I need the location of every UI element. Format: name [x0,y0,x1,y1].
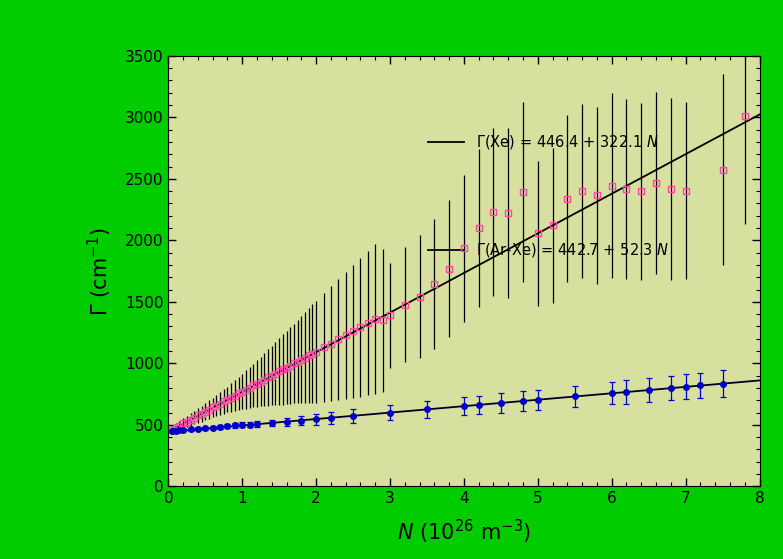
Text: $\mathit{\Gamma}$(Ar-Xe) = 442.7 + 52.3 $\mathit{N}$: $\mathit{\Gamma}$(Ar-Xe) = 442.7 + 52.3 … [476,240,669,259]
Y-axis label: $\mathit{\Gamma}\ (\mathrm{cm}^{-1})$: $\mathit{\Gamma}\ (\mathrm{cm}^{-1})$ [85,226,114,316]
Text: $\mathit{\Gamma}$(Xe) = 446.4 + 322.1 $\mathit{N}$: $\mathit{\Gamma}$(Xe) = 446.4 + 322.1 $\… [476,133,659,151]
X-axis label: $\mathit{N}\ (10^{26}\ \mathrm{m}^{-3})$: $\mathit{N}\ (10^{26}\ \mathrm{m}^{-3})$ [397,517,531,546]
